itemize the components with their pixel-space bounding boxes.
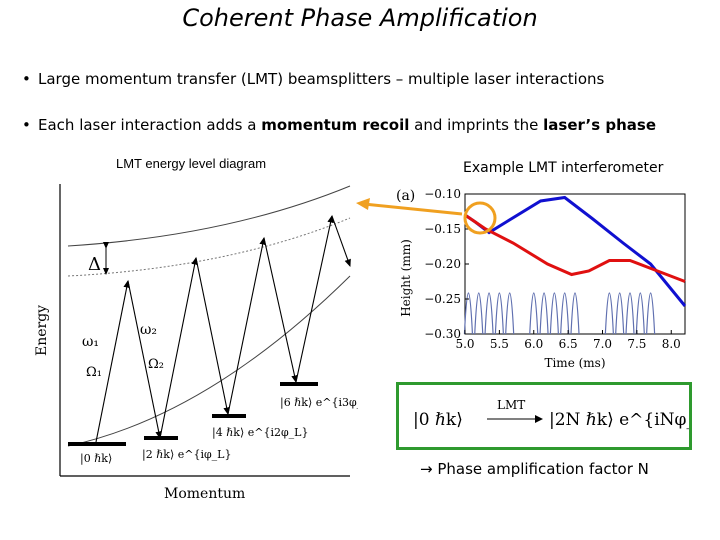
caption-level-diagram: LMT energy level diagram (116, 156, 267, 171)
state-4: |4 ℏk⟩ e^{i2φ_L} (212, 426, 309, 440)
x-tick-label-1: 5.5 (490, 337, 509, 351)
caption-interferometer: Example LMT interferometer (463, 160, 664, 176)
y-tick-label-2: −0.20 (424, 257, 461, 271)
formula-rhs: |2N ℏk⟩ e^{iNφ_L} (549, 410, 689, 430)
highlight-circle (463, 201, 497, 235)
state-levels (68, 382, 318, 446)
y-tick-label-1: −0.15 (424, 222, 461, 236)
bullet-1-text: Large momentum transfer (LMT) beamsplitt… (38, 70, 605, 88)
virtual-level (67, 217, 351, 277)
pulse-0 (463, 292, 474, 335)
pulse-10 (604, 292, 614, 335)
transition-arrows (95, 214, 351, 443)
bullet-dot: • (22, 116, 31, 134)
pulse-14 (646, 292, 656, 335)
omega2-label: ω₂ (140, 322, 157, 338)
formula-lhs: |0 ℏk⟩ (413, 410, 463, 430)
x-tick-label-4: 7.0 (593, 337, 612, 351)
y-tick-label-0: −0.10 (424, 187, 461, 201)
delta-label: Δ (88, 254, 101, 275)
x-tick-label-3: 6.5 (559, 337, 578, 351)
bullet-2-laser-phase: laser’s phase (543, 116, 657, 134)
highlight-annotation (356, 198, 497, 235)
Omega1-label: Ω₁ (86, 365, 102, 380)
pulse-9 (570, 292, 580, 335)
lmt-formula: |0 ℏk⟩ LMT |2N ℏk⟩ e^{iNφ_L} (413, 398, 717, 430)
ground-parabola (67, 275, 351, 447)
y-tick-label-4: −0.30 (424, 327, 461, 341)
x-tick-label-0: 5.0 (455, 337, 474, 351)
pulse-11 (615, 292, 625, 335)
excited-parabola (67, 185, 351, 247)
formula-arrow-label: LMT (497, 398, 525, 412)
bullet-dot: • (22, 70, 31, 88)
phase-amplification-text: → Phase amplification factor N (420, 460, 649, 478)
x-tick-label-5: 7.5 (627, 337, 646, 351)
highlight-arrow (363, 202, 463, 216)
x-tick-label-2: 6.0 (524, 337, 543, 351)
energy-level-diagram: Δ ω₁ Ω₁ ω₂ Ω₂ |0 ℏk⟩ |2 ℏk⟩ e^{iφ_L} |4 … (34, 184, 358, 502)
x-tick-label-6: 8.0 (662, 337, 681, 351)
pulse-1 (474, 292, 484, 335)
interferometer-chart: (a) Height (mm) Time (ms) 5.0 5.5 6.0 6.5 7.… (396, 187, 687, 370)
pulse-7 (549, 292, 559, 335)
momentum-axis-label: Momentum (164, 486, 245, 502)
state-6: |6 ℏk⟩ e^{i3φ_L} (280, 396, 358, 410)
chart-panel-label: (a) (396, 188, 415, 204)
pulse-2 (484, 292, 494, 335)
omega1-label: ω₁ (82, 334, 99, 350)
state-0: |0 ℏk⟩ (80, 452, 112, 466)
pulse-12 (625, 292, 635, 335)
energy-axis-label: Energy (34, 305, 50, 356)
y-tick-label-3: −0.25 (424, 292, 461, 306)
pulse-13 (635, 292, 645, 335)
pulse-6 (539, 292, 549, 335)
chart-y-axis-label: Height (mm) (399, 239, 413, 317)
pulse-4 (505, 292, 515, 335)
lmt-formula-box: |0 ℏk⟩ LMT |2N ℏk⟩ e^{iNφ_L} (396, 382, 717, 450)
Omega2-label: Ω₂ (148, 357, 164, 372)
slide-title: Coherent Phase Amplification (182, 4, 538, 32)
pulse-3 (494, 292, 504, 335)
pulse-5 (529, 292, 539, 335)
bullet-2-momentum-recoil: momentum recoil (261, 116, 410, 134)
pulse-8 (560, 292, 570, 335)
series-line-1 (464, 213, 686, 283)
highlight-arrow-head (356, 198, 370, 210)
bullet-2-text-b: and imprints the (409, 116, 544, 134)
chart-x-axis-label: Time (ms) (544, 356, 605, 370)
bullet-2: • Each laser interaction adds a momentum … (22, 116, 656, 134)
bullet-1: • Large momentum transfer (LMT) beamsplit… (22, 70, 604, 88)
state-2: |2 ℏk⟩ e^{iφ_L} (142, 448, 232, 462)
bullet-2-text-a: Each laser interaction adds a (38, 116, 262, 134)
